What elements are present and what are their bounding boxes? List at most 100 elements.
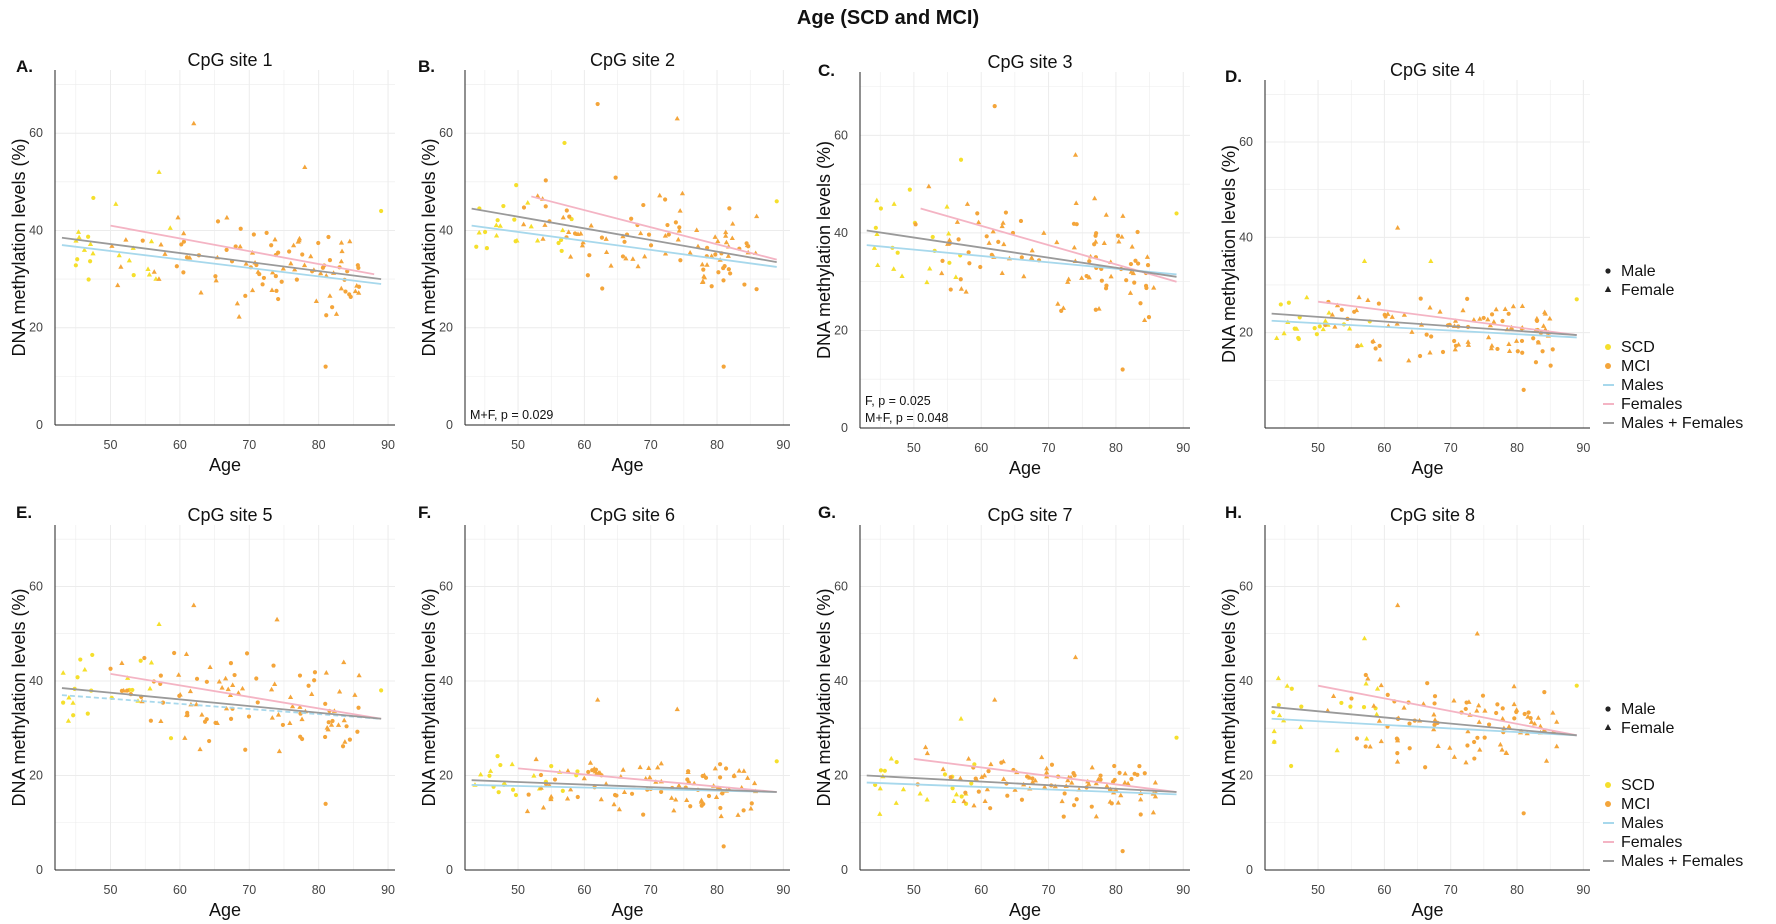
x-tick-label: 50 bbox=[104, 438, 118, 452]
point-female-mci bbox=[354, 283, 360, 288]
point-male-scd bbox=[882, 768, 887, 773]
panel-title: CpG site 4 bbox=[1390, 60, 1475, 80]
point-male-mci bbox=[273, 273, 278, 279]
y-tick-label: 40 bbox=[1239, 230, 1253, 244]
point-female-scd bbox=[70, 700, 76, 705]
panel-1: 50 60 70 80 90 0 20 40 60 Age DNA methylation leve… bbox=[9, 50, 395, 475]
point-female-mci bbox=[1079, 275, 1085, 280]
x-axis-label: Age bbox=[209, 455, 241, 475]
point-female-mci bbox=[676, 227, 682, 233]
point-female-mci bbox=[521, 221, 527, 227]
point-female-mci bbox=[695, 243, 701, 249]
point-male-mci bbox=[1548, 363, 1553, 368]
point-male-scd bbox=[90, 652, 95, 658]
point-female-mci bbox=[162, 251, 168, 256]
point-female-mci bbox=[979, 774, 985, 779]
point-female-mci bbox=[986, 240, 992, 245]
point-male-mci bbox=[1093, 307, 1098, 312]
point-female-mci bbox=[198, 289, 204, 295]
point-male-mci bbox=[243, 293, 248, 298]
point-male-mci bbox=[1146, 315, 1152, 320]
point-female-mci bbox=[1554, 719, 1560, 724]
point-female-mci bbox=[239, 685, 246, 691]
point-female-mci bbox=[715, 238, 721, 244]
x-tick-label: 50 bbox=[511, 438, 525, 452]
point-male-scd bbox=[1289, 686, 1294, 691]
point-female-mci bbox=[575, 231, 581, 236]
point-female-mci bbox=[966, 756, 972, 761]
point-female-mci bbox=[323, 670, 329, 675]
point-female-mci bbox=[338, 258, 344, 264]
point-male-mci bbox=[989, 252, 994, 257]
panel-letter: G. bbox=[818, 503, 836, 522]
point-female-mci bbox=[1427, 349, 1433, 355]
point-male-mci bbox=[264, 230, 269, 235]
point-female-mci bbox=[1093, 813, 1099, 819]
point-female-scd bbox=[1281, 330, 1287, 336]
point-female-mci bbox=[1103, 212, 1109, 217]
y-tick-label: 20 bbox=[439, 768, 453, 782]
point-male-mci bbox=[324, 313, 329, 318]
fit-line-males-females bbox=[1271, 706, 1577, 737]
point-female-mci bbox=[999, 223, 1005, 229]
point-male-mci bbox=[613, 175, 618, 180]
x-tick-label: 90 bbox=[776, 438, 790, 452]
point-male-mci bbox=[1432, 701, 1437, 706]
point-female-mci bbox=[623, 255, 629, 261]
y-tick-label: 40 bbox=[29, 223, 43, 237]
x-tick-label: 50 bbox=[907, 883, 921, 897]
point-female-mci bbox=[595, 697, 601, 702]
gridlines bbox=[1265, 80, 1590, 429]
y-tick-label: 60 bbox=[439, 579, 453, 593]
point-male-mci bbox=[294, 277, 299, 282]
legend-label: Males + Females bbox=[1621, 415, 1743, 432]
legend-top: Male Female SCD MCI Males Females Males + Fema… bbox=[1603, 263, 1743, 432]
point-female-scd bbox=[946, 230, 952, 236]
point-female-mci bbox=[1502, 306, 1508, 311]
point-female-mci bbox=[1447, 745, 1453, 750]
point-female-mci bbox=[1356, 294, 1362, 300]
point-male-mci bbox=[1440, 349, 1446, 355]
x-tick-label: 70 bbox=[1444, 441, 1458, 455]
point-male-scd bbox=[930, 234, 935, 240]
point-female-mci bbox=[272, 681, 278, 687]
point-male-mci bbox=[1533, 360, 1539, 365]
point-female-mci bbox=[1477, 316, 1483, 321]
point-male-mci bbox=[1536, 340, 1541, 345]
point-male-scd bbox=[474, 244, 479, 249]
point-female-mci bbox=[213, 277, 219, 283]
point-male-mci bbox=[179, 242, 184, 247]
point-male-mci bbox=[721, 278, 726, 283]
point-male-scd bbox=[513, 239, 518, 244]
point-male-mci bbox=[1138, 301, 1143, 306]
point-female-mci bbox=[1101, 240, 1107, 245]
point-female-mci bbox=[1394, 321, 1400, 326]
point-female-mci bbox=[620, 767, 626, 772]
point-male-mci bbox=[228, 716, 234, 721]
x-tick-label: 80 bbox=[312, 438, 326, 452]
point-female-mci bbox=[1491, 319, 1497, 324]
point-male-scd bbox=[947, 260, 952, 265]
point-female-mci bbox=[225, 686, 231, 692]
point-female-mci bbox=[1513, 338, 1520, 343]
point-male-mci bbox=[246, 714, 252, 719]
point-male-scd bbox=[498, 762, 503, 768]
point-male-scd bbox=[1361, 705, 1367, 710]
point-female-mci bbox=[1118, 792, 1124, 798]
point-female-mci bbox=[926, 183, 932, 189]
fit-line-males-females bbox=[1271, 312, 1577, 336]
point-female-mci bbox=[177, 691, 183, 697]
point-female-scd bbox=[1364, 736, 1370, 741]
point-female-mci bbox=[725, 253, 731, 258]
panel-letter: B. bbox=[418, 57, 435, 76]
point-male-scd bbox=[558, 237, 564, 243]
point-female-mci bbox=[339, 248, 345, 254]
point-male-scd bbox=[85, 711, 90, 716]
point-male-scd bbox=[484, 246, 490, 251]
legend-label: Female bbox=[1621, 720, 1674, 737]
point-male-mci bbox=[706, 793, 712, 799]
fit-line-males bbox=[61, 244, 382, 285]
point-female-mci bbox=[596, 770, 602, 775]
point-male-mci bbox=[172, 650, 177, 656]
point-female-mci bbox=[1463, 759, 1469, 765]
